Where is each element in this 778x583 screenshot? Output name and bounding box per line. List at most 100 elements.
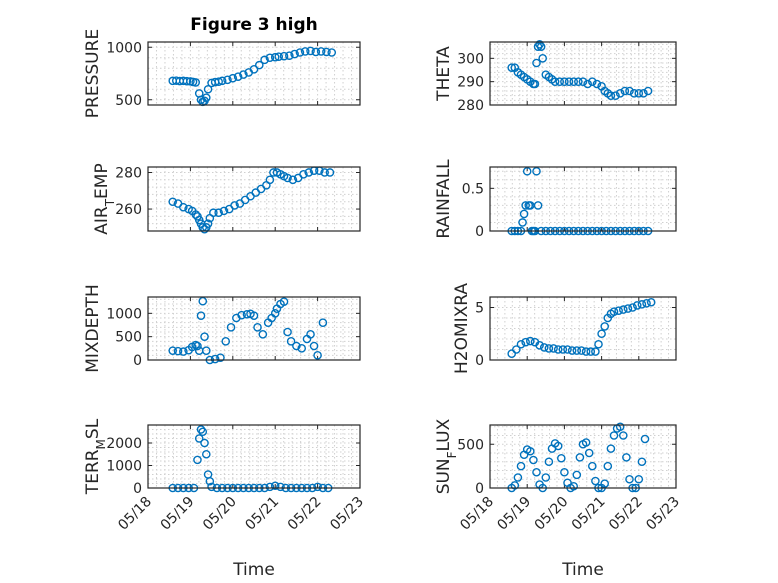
data-point: [196, 311, 206, 320]
x-tick-label: 05/21: [569, 494, 609, 534]
x-axis-label: Time: [561, 560, 604, 580]
data-point: [532, 467, 541, 477]
y-tick-label: 0: [475, 353, 484, 369]
data-point: [522, 166, 532, 176]
data-point: [191, 78, 200, 87]
data-point: [283, 327, 292, 337]
data-point: [597, 329, 606, 339]
data-point: [594, 339, 603, 349]
data-point: [320, 168, 329, 177]
data-point: [606, 91, 616, 100]
data-point: [194, 434, 204, 443]
data-point: [575, 453, 585, 462]
series-mixdepth: [168, 296, 328, 365]
data-point: [507, 349, 517, 359]
data-point: [270, 481, 280, 491]
data-point: [292, 341, 301, 351]
data-point: [634, 89, 644, 98]
data-point: [223, 75, 232, 85]
data-point: [313, 482, 322, 492]
data-point: [567, 346, 577, 355]
data-point: [521, 201, 530, 210]
y-tick-label: 1000: [106, 306, 142, 322]
data-point: [603, 461, 613, 471]
data-point: [536, 42, 546, 51]
data-point: [286, 337, 296, 346]
data-point: [327, 48, 337, 57]
data-point: [203, 219, 213, 228]
data-point: [217, 76, 227, 86]
data-point: [513, 473, 523, 482]
y-tick-label: 5: [475, 301, 484, 317]
data-point: [274, 52, 284, 62]
data-point: [619, 431, 628, 440]
x-axis-label: Time: [232, 560, 275, 580]
data-point: [196, 95, 206, 105]
data-point: [588, 461, 597, 471]
data-point: [586, 347, 596, 356]
data-point: [253, 323, 262, 332]
data-point: [625, 86, 634, 96]
data-point: [295, 48, 305, 57]
data-point: [230, 201, 239, 210]
data-point: [532, 166, 541, 176]
y-axis-label: AIRTEMP: [92, 163, 117, 234]
data-point: [628, 303, 637, 312]
data-point: [304, 168, 314, 177]
data-point: [283, 173, 292, 183]
grid-lines: [148, 425, 360, 488]
data-point: [544, 457, 554, 467]
y-tick-label: 500: [115, 330, 142, 346]
data-point: [198, 296, 208, 306]
y-axis-label: THETA: [434, 46, 454, 102]
data-point: [549, 344, 558, 353]
data-point: [237, 310, 246, 320]
data-point: [276, 482, 285, 492]
data-point: [538, 54, 548, 63]
data-point: [299, 170, 308, 179]
data-point: [560, 467, 569, 477]
data-point: [611, 91, 620, 100]
data-point: [643, 86, 653, 96]
data-point: [297, 344, 307, 353]
data-point: [574, 77, 583, 86]
subplot-rainfall: 0 0.5 RAINFALL: [434, 159, 677, 240]
data-point: [219, 206, 229, 216]
data-point: [583, 79, 592, 89]
data-point: [564, 77, 574, 86]
data-point: [196, 425, 206, 434]
x-tick-label: 05/18: [457, 494, 497, 534]
grid-lines: [490, 167, 676, 231]
data-point: [539, 343, 549, 352]
series-theta: [507, 40, 653, 100]
data-point: [600, 479, 610, 488]
data-point: [254, 60, 264, 70]
data-point: [535, 340, 544, 350]
data-point: [279, 297, 289, 306]
data-point: [557, 453, 566, 463]
data-point: [533, 201, 543, 210]
data-point: [207, 482, 216, 492]
data-point: [563, 345, 572, 354]
y-axis-label: RAINFALL: [434, 159, 454, 239]
data-point: [182, 76, 192, 86]
data-point: [620, 86, 630, 96]
y-axis-label: MIXDEPTH: [83, 284, 103, 373]
data-point: [623, 304, 633, 313]
data-point: [325, 168, 335, 177]
data-point: [640, 434, 650, 444]
y-tick-label: 260: [115, 202, 142, 218]
data-point: [290, 49, 299, 59]
data-point: [584, 448, 594, 458]
data-point: [201, 346, 211, 355]
data-point: [300, 47, 310, 56]
y-tick-label: 280: [457, 98, 484, 114]
data-point: [203, 84, 213, 94]
data-point: [216, 353, 225, 362]
data-point: [526, 446, 535, 456]
data-point: [265, 53, 275, 63]
data-point: [578, 77, 588, 86]
